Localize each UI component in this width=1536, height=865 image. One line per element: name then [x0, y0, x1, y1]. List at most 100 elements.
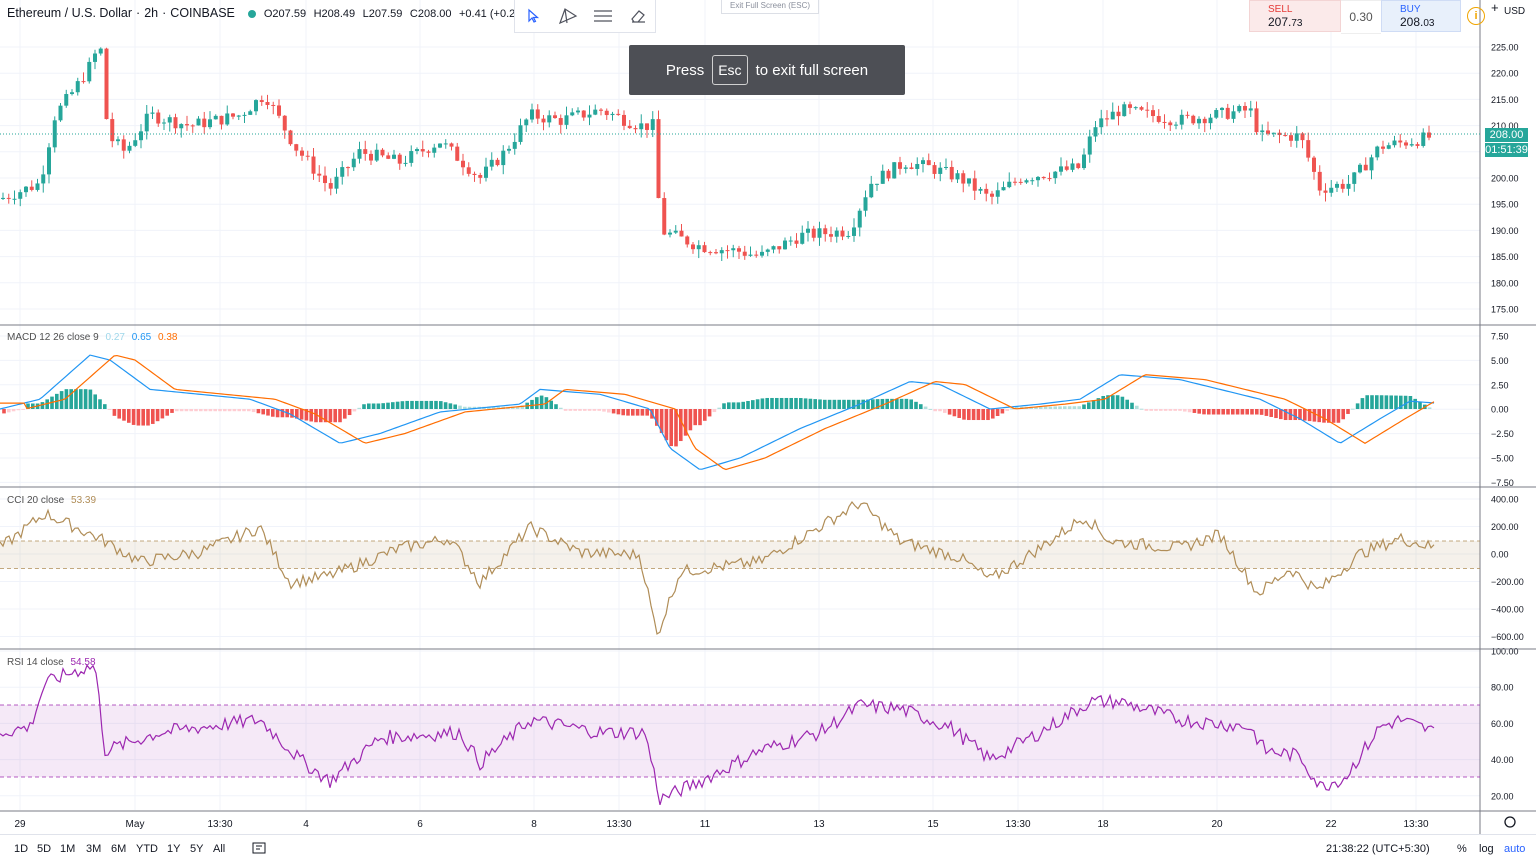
macd-histogram-bar — [568, 409, 573, 411]
candle-body — [294, 144, 299, 151]
buy-button[interactable]: BUY 208.03 — [1381, 0, 1461, 32]
candle-body — [990, 193, 994, 197]
macd-histogram-bar — [871, 399, 875, 409]
symbol-name: Ethereum / U.S. Dollar — [7, 6, 133, 20]
candle-body — [351, 158, 356, 168]
candle-body — [685, 236, 690, 245]
exit-fullscreen-button[interactable]: Exit Full Screen (ESC) — [721, 0, 819, 14]
macd-histogram-bar — [1063, 406, 1067, 409]
candle-body — [788, 240, 793, 242]
candle-body — [208, 119, 212, 128]
sell-button[interactable]: SELL 207.73 — [1249, 0, 1341, 32]
macd-histogram-bar — [995, 409, 1000, 417]
range-1y[interactable]: 1Y — [167, 843, 181, 855]
candle-body — [93, 53, 97, 62]
range-5d[interactable]: 5D — [37, 843, 52, 855]
macd-histogram-bar — [794, 397, 798, 409]
info-icon[interactable]: i — [1467, 7, 1485, 25]
candle-body — [564, 115, 569, 125]
log-toggle[interactable]: log — [1479, 843, 1494, 855]
macd-histogram-bar — [1327, 409, 1331, 423]
macd-histogram-bar — [1202, 409, 1206, 415]
sell-price-last: 73 — [1291, 18, 1303, 29]
cci-legend[interactable]: CCI 20 close 53.39 — [7, 495, 100, 506]
auto-toggle[interactable]: auto — [1504, 843, 1526, 855]
range-5y[interactable]: 5Y — [190, 843, 204, 855]
range-3m[interactable]: 3M — [86, 843, 102, 855]
macd-histogram-bar — [549, 400, 553, 409]
macd-histogram-bar — [151, 409, 155, 424]
macd-histogram-bar — [1168, 409, 1173, 411]
lines-icon[interactable] — [590, 3, 616, 29]
candle-body — [1237, 105, 1242, 112]
range-1m[interactable]: 1M — [60, 843, 76, 855]
candle-body — [271, 104, 276, 106]
macd-histogram-bar — [1403, 395, 1408, 409]
macd-histogram-bar — [688, 409, 693, 431]
macd-histogram-bar — [395, 401, 400, 409]
candle-body — [616, 113, 621, 115]
pen-tool-icon[interactable] — [555, 3, 581, 29]
macd-histogram-bar — [295, 409, 299, 419]
candle-body — [1018, 181, 1023, 183]
percent-toggle[interactable]: % — [1457, 843, 1467, 855]
candle-body — [1087, 136, 1092, 155]
cursor-icon[interactable] — [520, 3, 546, 29]
macd-signal-value: 0.38 — [158, 332, 178, 343]
macd-histogram-bar — [981, 409, 985, 421]
macd-histogram-bar — [328, 409, 333, 423]
macd-histogram-bar — [309, 409, 313, 422]
macd-histogram-bar — [1370, 395, 1374, 409]
range-all[interactable]: All — [213, 843, 226, 855]
candle-body — [443, 143, 448, 145]
macd-legend[interactable]: MACD 12 26 close 9 0.27 0.65 0.38 — [7, 332, 181, 343]
range-1d[interactable]: 1D — [14, 843, 29, 855]
compare-icon[interactable] — [252, 841, 266, 858]
candle-body — [1001, 187, 1006, 191]
macd-histogram-bar — [669, 409, 673, 447]
macd-histogram-bar — [837, 399, 841, 409]
macd-histogram-bar — [986, 409, 990, 421]
macd-histogram-bar — [799, 398, 803, 409]
macd-histogram-bar — [1082, 404, 1086, 409]
candle-body — [323, 175, 327, 184]
macd-histogram-bar — [698, 409, 702, 426]
macd-histogram-bar — [1408, 396, 1413, 409]
macd-histogram-bar — [443, 402, 448, 409]
candle-body — [484, 166, 488, 178]
cci-axis-tick: −600.00 — [1491, 632, 1524, 642]
macd-histogram-bar — [203, 409, 208, 412]
candle-body — [288, 130, 293, 145]
symbol-legend[interactable]: Ethereum / U.S. Dollar · 2h · COINBASE O207.… — [7, 6, 539, 20]
candle-body — [696, 245, 701, 250]
clock[interactable]: 21:38:22 (UTC+5:30) — [1326, 843, 1430, 855]
candle-body — [1254, 108, 1259, 133]
macd-histogram-bar — [352, 409, 357, 412]
candle-body — [765, 249, 770, 252]
candle-body — [1122, 104, 1127, 117]
cci-axis-tick: −400.00 — [1491, 605, 1524, 615]
macd-histogram-bar — [1144, 409, 1149, 411]
candle-body — [300, 150, 304, 156]
candle-body — [823, 228, 828, 235]
macd-histogram-bar — [74, 389, 78, 409]
candle-body — [742, 251, 747, 256]
candle-body — [995, 190, 1000, 197]
range-ytd[interactable]: YTD — [136, 843, 158, 855]
rsi-legend[interactable]: RSI 14 close 54.58 — [7, 657, 100, 668]
plus-button[interactable]: + — [1491, 0, 1499, 15]
macd-histogram-bar — [367, 403, 371, 409]
eraser-icon[interactable] — [625, 3, 651, 29]
candle-body — [265, 102, 270, 105]
time-axis-label: 29 — [14, 819, 26, 830]
candle-body — [541, 118, 546, 123]
macd-histogram-bar — [923, 406, 928, 409]
candle-body — [225, 113, 230, 125]
candle-body — [357, 149, 362, 159]
range-6m[interactable]: 6M — [111, 843, 127, 855]
candle-body — [748, 254, 753, 256]
candle-body — [725, 250, 730, 252]
macd-histogram-bar — [1389, 395, 1393, 409]
macd-histogram-bar — [789, 397, 793, 409]
